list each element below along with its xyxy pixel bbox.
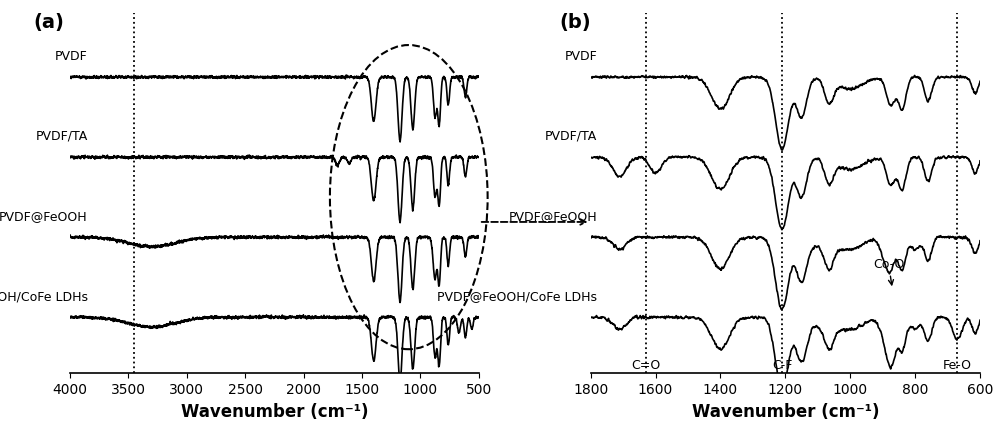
X-axis label: Wavenumber (cm⁻¹): Wavenumber (cm⁻¹) [181, 402, 368, 421]
Text: PVDF: PVDF [564, 49, 597, 62]
Text: PVDF@FeOOH: PVDF@FeOOH [0, 210, 88, 223]
Text: Fe-O: Fe-O [943, 359, 972, 372]
X-axis label: Wavenumber (cm⁻¹): Wavenumber (cm⁻¹) [692, 402, 879, 421]
Text: PVDF: PVDF [55, 49, 88, 62]
Text: Co-O: Co-O [873, 257, 904, 285]
Text: PVDF/TA: PVDF/TA [35, 130, 88, 143]
Text: PVDF/TA: PVDF/TA [545, 130, 597, 143]
Text: PVDF@FeOOH/CoFe LDHs: PVDF@FeOOH/CoFe LDHs [0, 290, 88, 303]
Text: PVDF@FeOOH/CoFe LDHs: PVDF@FeOOH/CoFe LDHs [437, 290, 597, 303]
Text: (b): (b) [559, 13, 591, 32]
Text: (a): (a) [33, 13, 64, 32]
Text: C=O: C=O [631, 359, 660, 372]
Text: PVDF@FeOOH: PVDF@FeOOH [508, 210, 597, 223]
Text: C-F: C-F [772, 359, 792, 372]
